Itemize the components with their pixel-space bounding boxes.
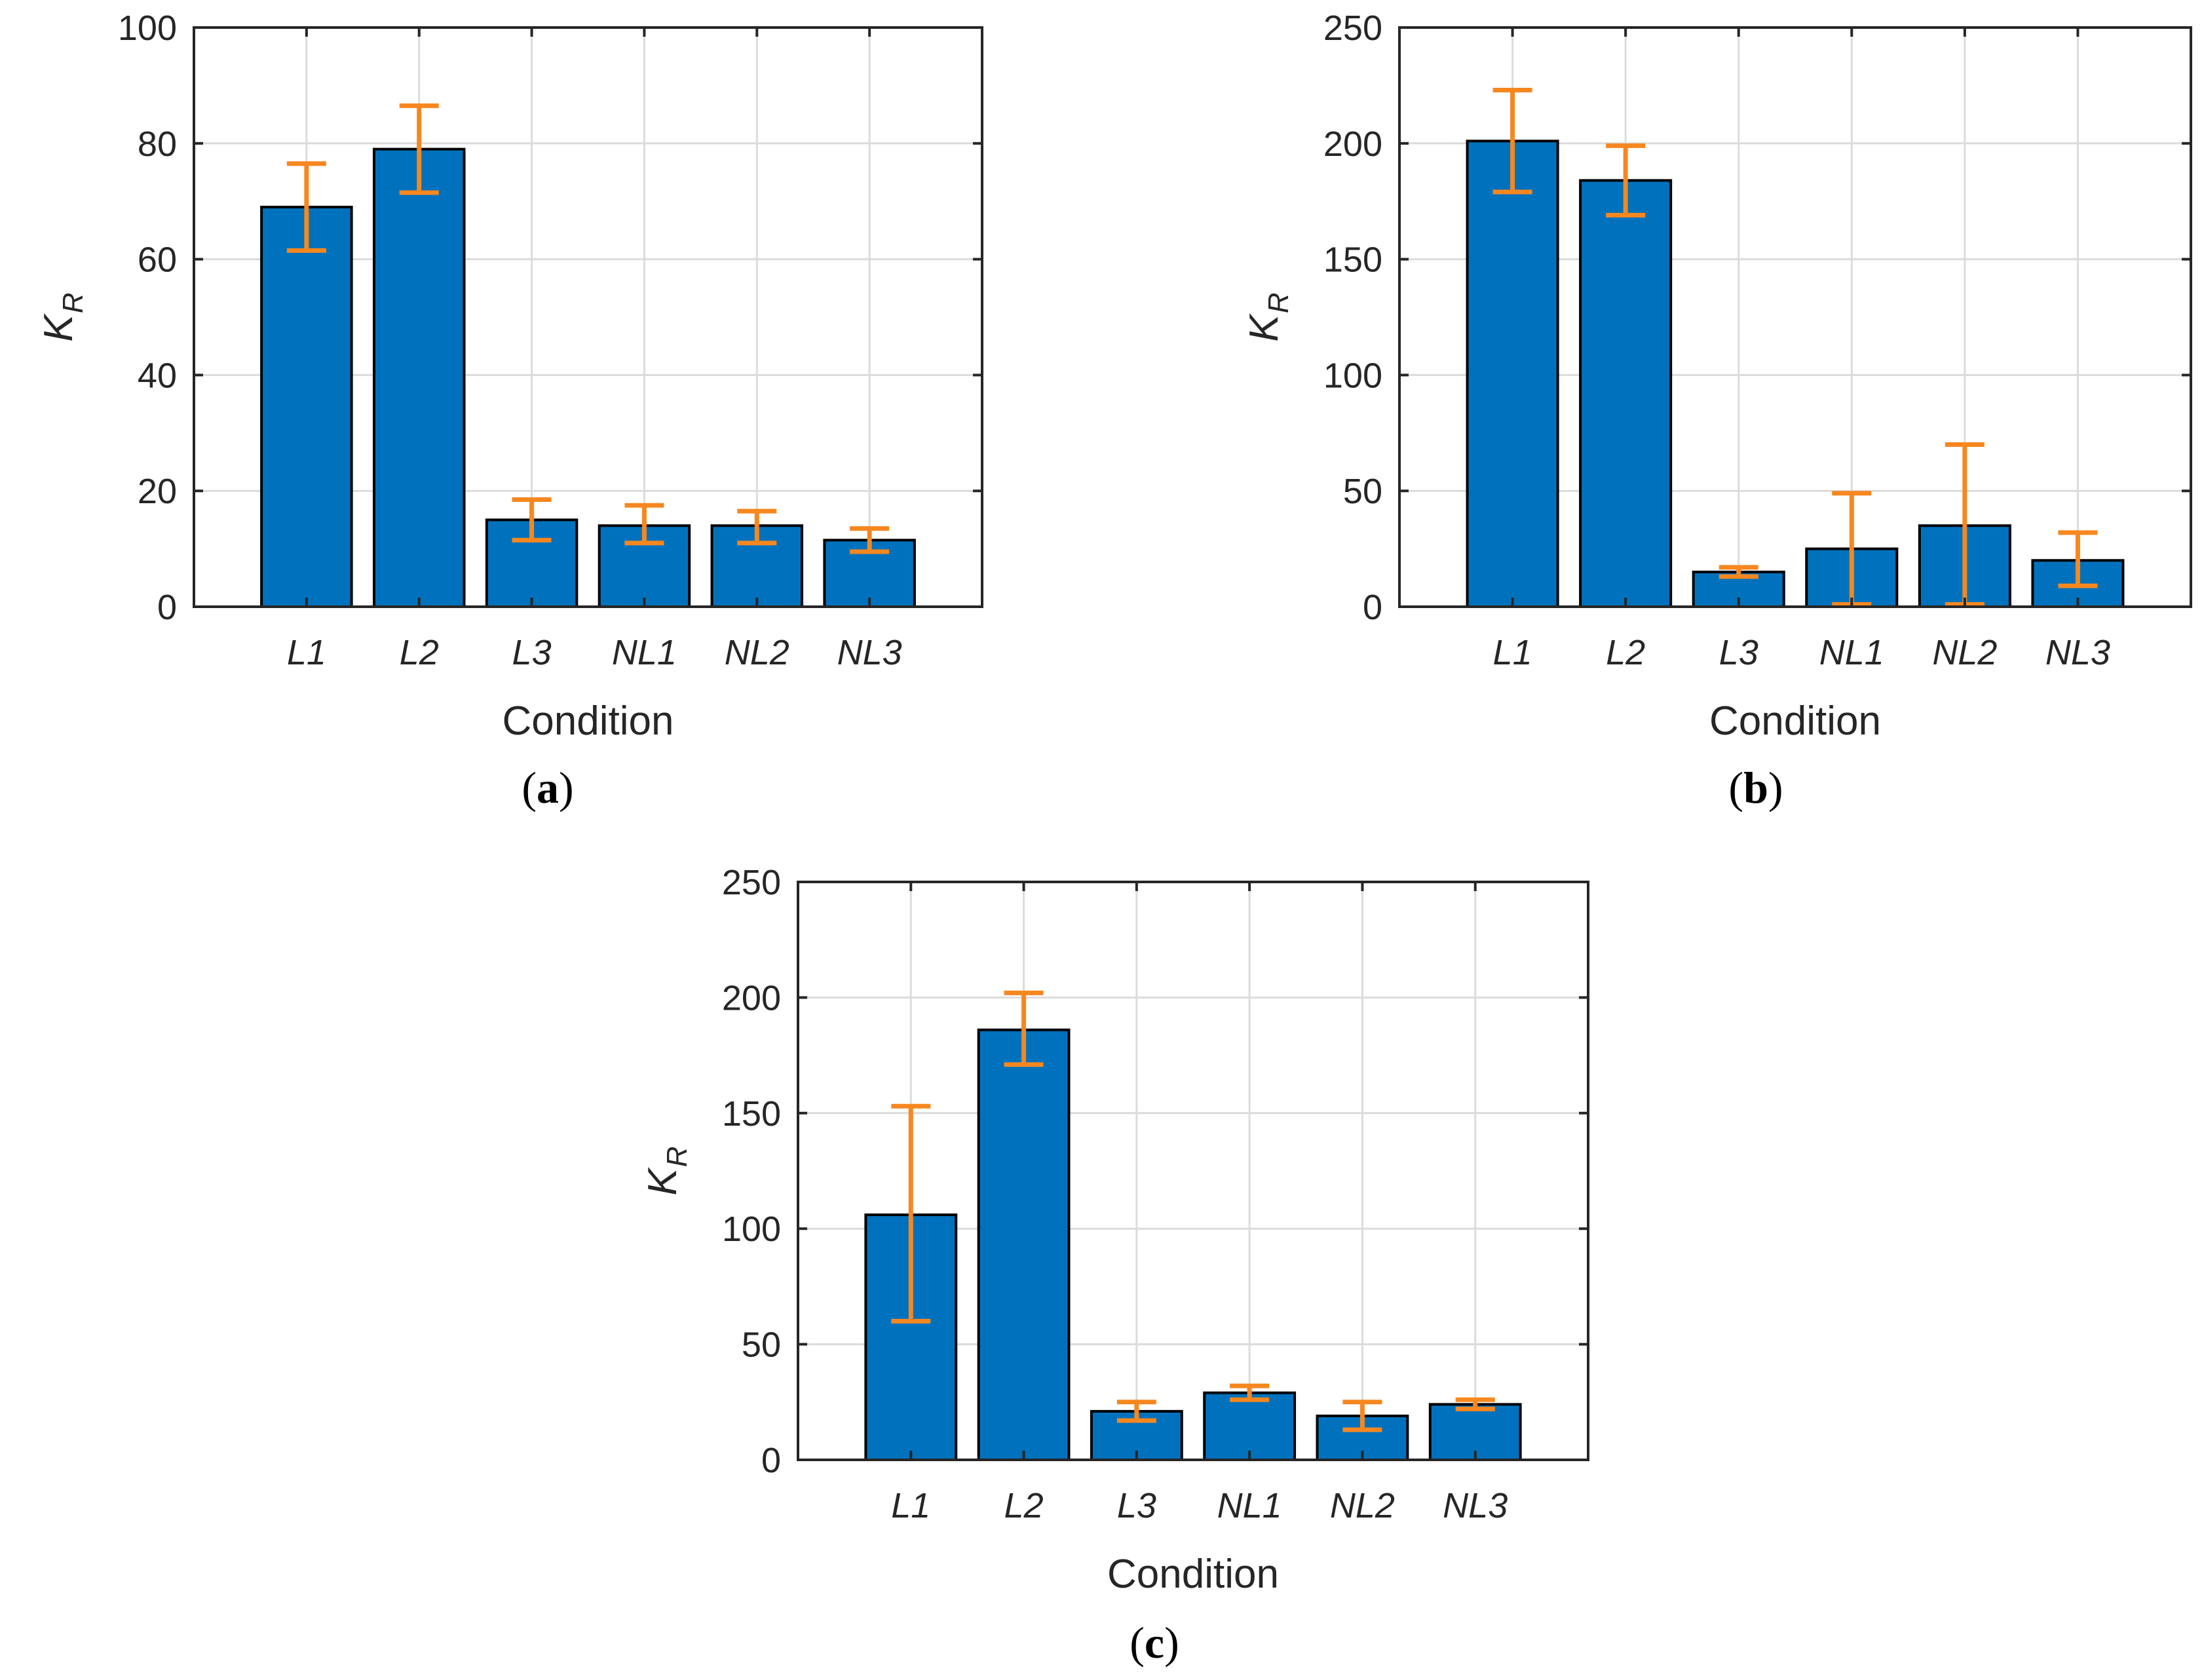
panel-label-open: (: [1130, 1618, 1145, 1668]
panel-label-letter: a: [537, 763, 559, 812]
y-tick-label: 250: [722, 863, 781, 902]
x-tick-label: L1: [287, 633, 326, 672]
y-tick-label: 50: [742, 1326, 781, 1365]
error-bar-NL3: [2058, 530, 2098, 588]
x-tick-label: NL2: [725, 633, 789, 672]
y-axis-title-subscript: R: [661, 1146, 693, 1167]
error-bar-NL1: [624, 503, 664, 546]
x-tick-label: NL1: [1217, 1486, 1282, 1525]
y-tick-label: 250: [1323, 9, 1382, 48]
y-tick-label: 100: [722, 1210, 781, 1249]
panel-label-open: (: [1728, 763, 1743, 812]
y-tick-label: 20: [138, 472, 177, 511]
panel-label: (c): [1130, 1618, 1179, 1668]
x-tick-label: L2: [1004, 1486, 1044, 1525]
y-tick-label: 200: [722, 978, 781, 1018]
y-tick-label: 150: [722, 1094, 781, 1134]
error-bar-NL1: [1230, 1383, 1270, 1402]
error-bar-NL2: [737, 508, 777, 546]
x-tick-label: L2: [1606, 633, 1645, 672]
bar-L2: [372, 147, 466, 608]
chart-panel-b: 0 50 100 150 200 250 L1 L2 L3 NL1 NL2 NL3 Condition K…: [1242, 9, 2192, 812]
y-axis-title: KR: [1242, 292, 1295, 341]
y-axis-title-subscript: R: [57, 292, 89, 313]
x-tick-label: L3: [512, 633, 552, 672]
x-axis-title: Condition: [503, 698, 674, 744]
y-axis-title: KR: [36, 292, 89, 341]
y-axis-title-subscript: R: [1263, 292, 1295, 313]
y-tick-label: 80: [138, 124, 177, 164]
error-bar-L2: [1606, 143, 1646, 218]
x-tick-label: L3: [1117, 1486, 1156, 1525]
y-tick-label: 0: [761, 1441, 781, 1480]
panel-label: (b): [1728, 763, 1783, 812]
error-bar-NL3: [850, 526, 890, 554]
y-tick-label: 100: [1323, 356, 1382, 395]
x-tick-label: NL1: [612, 633, 677, 672]
x-tick-label: NL3: [1443, 1486, 1508, 1525]
panel-label-letter: b: [1743, 763, 1768, 812]
error-bar-L1: [286, 161, 326, 253]
x-tick-label: NL3: [837, 633, 902, 672]
error-bar-L1: [891, 1103, 931, 1324]
error-bar-NL3: [1455, 1397, 1495, 1411]
bar-NL1: [1203, 1391, 1297, 1461]
axes-box: [1398, 26, 2192, 608]
x-axis-title: Condition: [1709, 698, 1881, 744]
axes-box: [193, 26, 983, 608]
panel-label: (a): [522, 763, 573, 812]
bar-L1: [1466, 140, 1559, 609]
y-tick-label: 60: [138, 240, 177, 280]
panel-label-open: (: [522, 763, 537, 812]
error-bar-L3: [1116, 1400, 1156, 1423]
panel-label-close: ): [559, 763, 574, 812]
axes-box: [797, 881, 1589, 1461]
panel-label-close: ): [1768, 763, 1783, 812]
error-bar-L3: [512, 497, 552, 543]
y-tick-label: 50: [1343, 472, 1382, 511]
x-tick-label: NL3: [2045, 633, 2110, 672]
bar-L1: [260, 206, 353, 609]
error-bar-L2: [399, 103, 439, 195]
bar-L2: [1579, 179, 1673, 609]
y-axis-title-main: K: [36, 313, 81, 342]
chart-panel-c: 0 50 100 150 200 250 L1 L2 L3 NL1 NL2 NL3 Condition K…: [640, 863, 1589, 1668]
y-axis-title-main: K: [640, 1167, 685, 1196]
x-axis-title: Condition: [1107, 1552, 1279, 1597]
error-bar-L3: [1719, 565, 1758, 579]
x-tick-label: L3: [1719, 633, 1758, 672]
x-tick-label: NL1: [1819, 633, 1884, 672]
y-tick-label: 200: [1323, 124, 1382, 164]
x-tick-label: NL2: [1932, 633, 1997, 672]
bar-L2: [977, 1028, 1071, 1461]
y-axis-title: KR: [640, 1146, 693, 1195]
y-tick-label: 100: [118, 9, 177, 48]
x-tick-label: L2: [400, 633, 439, 672]
panel-label-letter: c: [1145, 1618, 1164, 1668]
error-bar-NL2: [1342, 1400, 1382, 1432]
y-tick-label: 40: [138, 356, 177, 395]
y-axis-title-main: K: [1242, 313, 1287, 342]
y-tick-label: 0: [1363, 588, 1382, 627]
chart-panel-a: 0 20 40 60 80 100 L1 L2 L3 NL1 NL2 NL3 Condition KR (a…: [36, 9, 983, 812]
y-tick-label: 150: [1323, 240, 1382, 280]
panel-label-close: ): [1164, 1618, 1179, 1668]
error-bar-L1: [1492, 87, 1532, 195]
y-tick-label: 0: [157, 588, 177, 627]
x-tick-label: NL2: [1330, 1486, 1395, 1525]
x-tick-label: L1: [891, 1486, 930, 1525]
x-tick-label: L1: [1493, 633, 1532, 672]
error-bar-L2: [1004, 990, 1044, 1067]
